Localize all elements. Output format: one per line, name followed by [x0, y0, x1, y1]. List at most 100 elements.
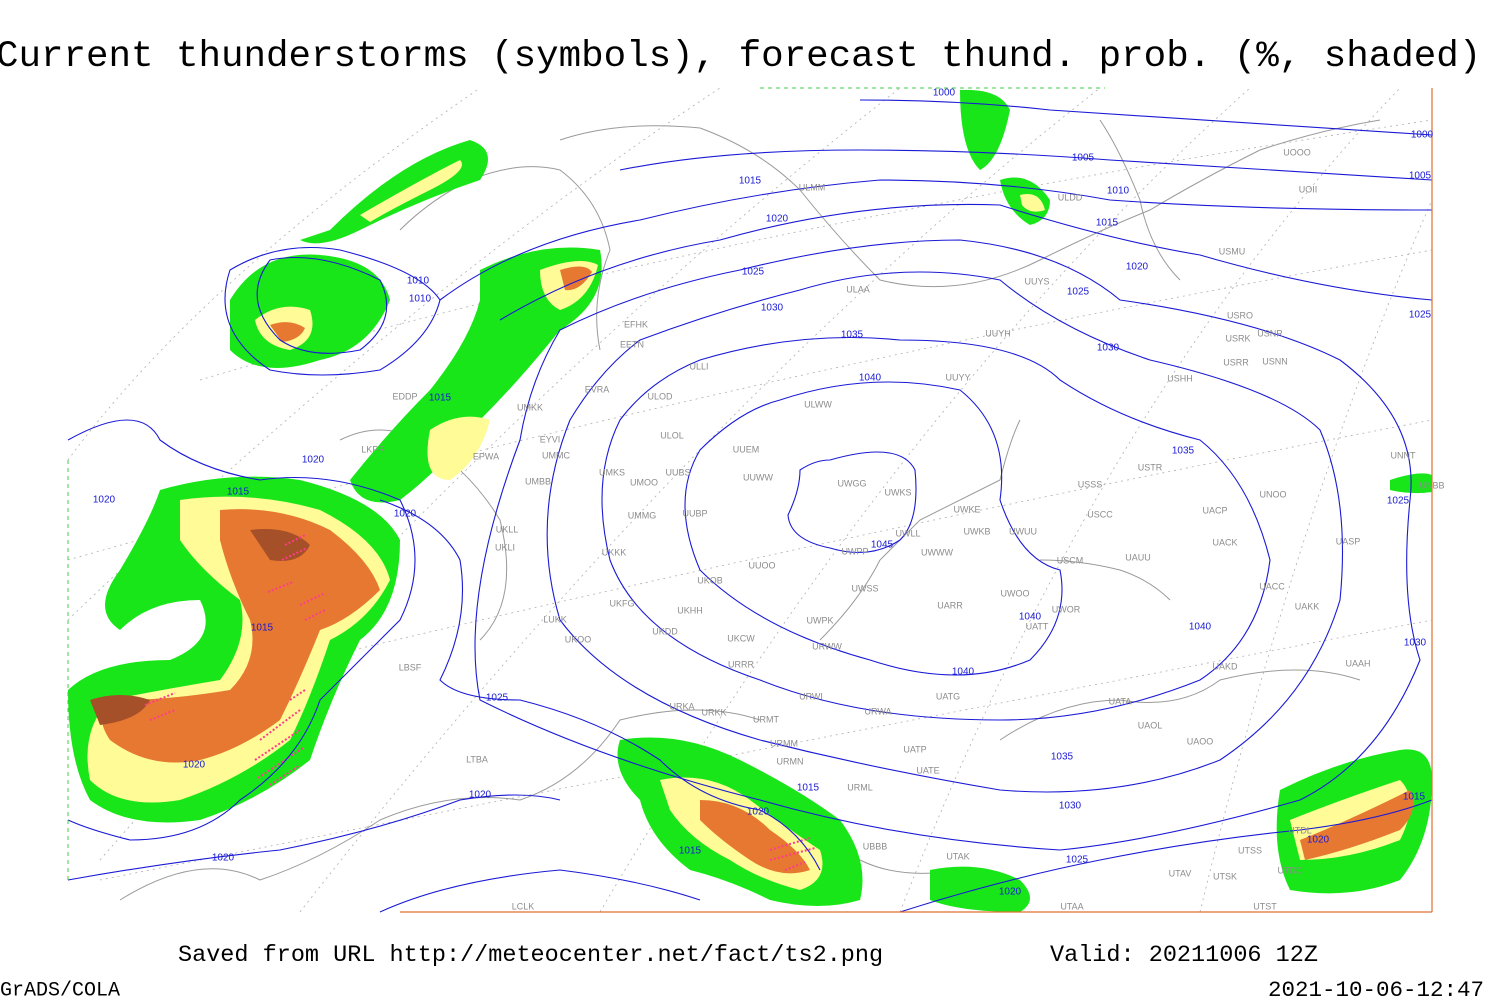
- isobars: [67, 99, 1433, 913]
- station-code: UMMG: [628, 510, 657, 520]
- isobar-label: 1035: [841, 330, 864, 341]
- station-code: UKCW: [727, 633, 755, 643]
- isobar-label: 1025: [1409, 310, 1432, 321]
- station-code: UUYH: [985, 328, 1011, 338]
- station-code: USNR: [1257, 328, 1283, 338]
- isobar-label: 1020: [302, 455, 325, 466]
- station-code: UTSS: [1238, 845, 1262, 855]
- station-code: UTAV: [1169, 868, 1192, 878]
- station-code: UAAH: [1345, 658, 1370, 668]
- station-code: URRR: [728, 659, 754, 669]
- station-code: UAUU: [1125, 552, 1151, 562]
- station-code: UUYY: [945, 372, 970, 382]
- station-code: UTAA: [1060, 901, 1083, 911]
- station-code: UAOO: [1187, 736, 1214, 746]
- station-code: UUYS: [1024, 276, 1049, 286]
- station-code: EVRA: [585, 384, 610, 394]
- station-code: UKDD: [652, 626, 678, 636]
- software: GrADS/COLA: [0, 979, 120, 1000]
- station-code: UOOO: [1283, 147, 1311, 157]
- station-code: ULOL: [660, 430, 684, 440]
- station-code: ULWW: [804, 399, 832, 409]
- station-code: UAKD: [1212, 661, 1238, 671]
- isobar-label: 1015: [227, 487, 250, 498]
- isobar-label: 1020: [1126, 262, 1149, 273]
- title: Current thunderstorms (symbols), forecas…: [0, 36, 1481, 78]
- isobar-label: 1025: [1067, 287, 1090, 298]
- station-code: LCLK: [512, 901, 535, 911]
- station-code: UWSS: [852, 583, 879, 593]
- station-code: USSS: [1078, 479, 1103, 489]
- map-frame: [67, 87, 1433, 913]
- station-code: UNBB: [1419, 480, 1444, 490]
- station-code: URWW: [812, 641, 842, 651]
- station-code: UWOR: [1052, 604, 1081, 614]
- isobar-label: 1040: [952, 667, 975, 678]
- isobar-label: 1015: [739, 176, 762, 187]
- isobar-label: 1040: [1019, 612, 1042, 623]
- station-code: UUBS: [665, 467, 690, 477]
- isobar-label: 1000: [933, 88, 956, 99]
- timestamp: 2021-10-06-12:47: [1268, 977, 1484, 1000]
- station-code: UACP: [1202, 505, 1227, 515]
- isobar-label: 1045: [871, 540, 894, 551]
- station-code: UTDL: [1288, 825, 1312, 835]
- station-code: UKFG: [609, 598, 634, 608]
- station-code: USTR: [1138, 462, 1163, 472]
- isobar-label: 1005: [1409, 171, 1432, 182]
- station-code: UAOL: [1138, 720, 1163, 730]
- station-code: USCC: [1087, 509, 1113, 519]
- isobar-label: 1040: [859, 373, 882, 384]
- isobar-label: 1015: [1403, 792, 1426, 803]
- isobar-label: 1015: [251, 623, 274, 634]
- station-code: URKK: [701, 707, 726, 717]
- isobar-label: 1035: [1051, 752, 1074, 763]
- station-code: UTAK: [946, 851, 969, 861]
- station-code: UKOB: [697, 575, 723, 585]
- station-code: USMU: [1219, 246, 1246, 256]
- station-code: UWPP: [842, 546, 869, 556]
- isobar-label: 1015: [679, 846, 702, 857]
- station-code: ULMM: [799, 182, 826, 192]
- station-code: UWGG: [838, 478, 867, 488]
- isobar-label: 1030: [761, 303, 784, 314]
- station-code: URMN: [777, 756, 804, 766]
- station-code: UMKK: [517, 402, 543, 412]
- station-code: EETN: [620, 339, 644, 349]
- valid-time: Valid: 20211006 12Z: [1050, 942, 1318, 969]
- station-code: URWA: [865, 706, 892, 716]
- station-code: UBBB: [863, 841, 888, 851]
- map-labels: ULAA UUYH UUYY ULWW UUEM UWGG UWKS UWKE UUWW USSS…: [93, 88, 1445, 912]
- station-code: UTST: [1253, 901, 1277, 911]
- isobar-label: 1025: [1387, 496, 1410, 507]
- station-code: URKA: [669, 701, 694, 711]
- isobar-label: 1025: [486, 693, 509, 704]
- station-code: UATT: [1026, 621, 1049, 631]
- source-url: Saved from URL http://meteocenter.net/fa…: [178, 942, 883, 969]
- station-code: USRR: [1223, 357, 1249, 367]
- station-code: UATG: [936, 691, 960, 701]
- station-code: UWKE: [954, 504, 981, 514]
- isobar-label: 1025: [1066, 855, 1089, 866]
- station-code: LBSF: [399, 662, 422, 672]
- station-code: UAKK: [1295, 601, 1320, 611]
- station-code: UATA: [1109, 696, 1132, 706]
- station-code: USHH: [1167, 373, 1193, 383]
- station-code: UACC: [1259, 581, 1285, 591]
- station-code: LTBA: [466, 754, 488, 764]
- station-code: UMMC: [542, 450, 570, 460]
- station-code: UWWW: [921, 547, 953, 557]
- station-code: URMM: [770, 738, 798, 748]
- station-code: ULOD: [647, 391, 673, 401]
- forecast-probability-shading: [68, 89, 1432, 912]
- station-code: UMBB: [525, 476, 551, 486]
- isobar-label: 1010: [407, 276, 430, 287]
- station-code: UKLI: [495, 542, 515, 552]
- isobar-label: 1010: [1107, 186, 1130, 197]
- station-code: UUBP: [682, 508, 707, 518]
- station-code: URMT: [753, 714, 779, 724]
- station-code: EPWA: [473, 451, 499, 461]
- station-code: UATE: [916, 765, 939, 775]
- station-code: UASP: [1336, 536, 1361, 546]
- station-code: UUOO: [749, 560, 776, 570]
